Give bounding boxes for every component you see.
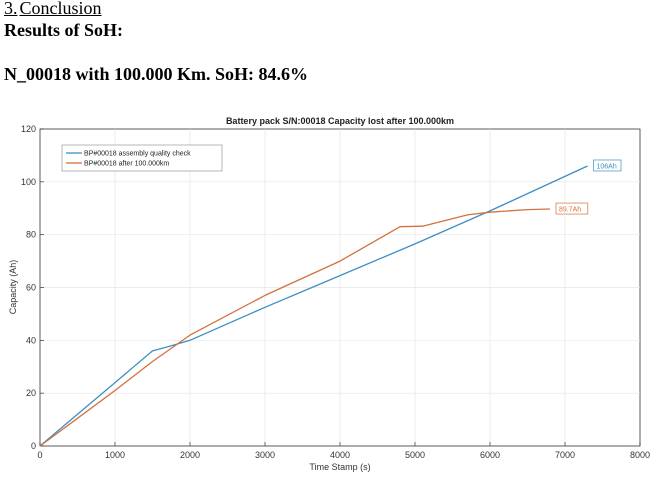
x-axis-label: Time Stamp (s) — [309, 462, 370, 472]
y-tick-label: 100 — [21, 177, 36, 187]
section-title: Conclusion — [19, 0, 102, 18]
x-tick-label: 6000 — [480, 450, 500, 460]
chart-title: Battery pack S/N:00018 Capacity lost aft… — [226, 116, 454, 126]
annotation-label-2: 89.7Ah — [559, 207, 581, 214]
legend-entry-1: BP#00018 assembly quality check — [84, 151, 191, 158]
y-tick-label: 0 — [31, 441, 36, 451]
results-heading: Results of SoH: — [4, 20, 124, 40]
y-tick-label: 120 — [21, 124, 36, 134]
x-tick-label: 5000 — [405, 450, 425, 460]
x-tick-label: 4000 — [330, 450, 350, 460]
legend-box — [61, 144, 223, 172]
annotation-label-1: 106Ah — [597, 163, 617, 170]
chart-series — [39, 165, 588, 447]
y-tick-label: 60 — [26, 283, 36, 293]
chart-grid — [40, 129, 640, 446]
series-line-2 — [39, 208, 551, 447]
x-tick-label: 0 — [37, 450, 42, 460]
result-line: N_00018 with 100.000 Km. SoH: 84.6% — [4, 64, 309, 84]
x-tick-label: 7000 — [555, 450, 575, 460]
chart-annotations: 106Ah 89.7Ah — [555, 159, 622, 215]
annotation-box-2 — [555, 202, 589, 215]
x-tick-label: 3000 — [255, 450, 275, 460]
x-tick-label: 2000 — [180, 450, 200, 460]
legend-entry-2: BP#00018 after 100.000km — [84, 161, 169, 168]
y-tick-label: 20 — [26, 388, 36, 398]
series-line-1 — [39, 165, 588, 447]
x-tick-label: 8000 — [630, 450, 650, 460]
x-tick-label: 1000 — [105, 450, 125, 460]
y-axis-label: Capacity (Ah) — [8, 260, 18, 315]
chart-legend: BP#00018 assembly quality check BP#00018 … — [61, 144, 223, 172]
section-heading: 3. Conclusion — [4, 0, 102, 18]
y-tick-label: 80 — [26, 230, 36, 240]
section-number: 3. — [4, 0, 18, 18]
chart-ticks: 0 1000 2000 3000 4000 5000 6000 7000 8000 0 20 40 60… — [21, 124, 650, 460]
y-tick-label: 40 — [26, 335, 36, 345]
annotation-box-1 — [593, 159, 622, 172]
